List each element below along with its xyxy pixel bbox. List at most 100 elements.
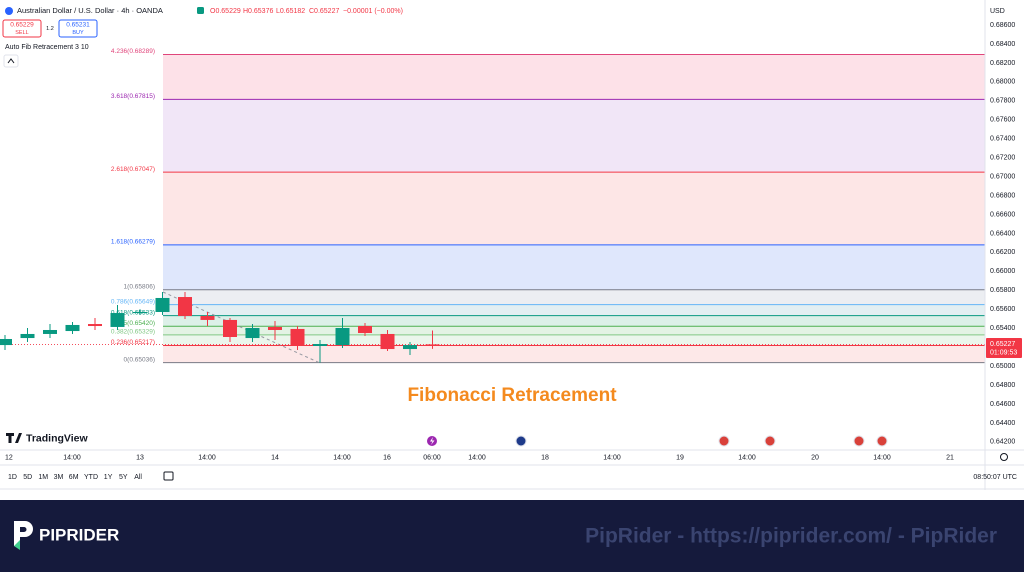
event-us[interactable] — [876, 435, 888, 447]
y-tick-label: 0.65000 — [990, 363, 1015, 370]
candle-body — [65, 324, 80, 332]
y-tick-label: 0.66400 — [990, 230, 1015, 237]
fib-label: 0.5(0.65420) — [118, 320, 155, 327]
y-tick-label: 0.67000 — [990, 173, 1015, 180]
overlay-title: Fibonacci Retracement — [407, 385, 617, 406]
fib-band — [163, 345, 985, 363]
fib-band — [163, 289, 985, 305]
y-tick-label: 0.68600 — [990, 22, 1015, 29]
x-tick-label: 16 — [383, 454, 391, 461]
candle-body — [20, 333, 35, 339]
collapse-button[interactable] — [3, 54, 19, 68]
range-button[interactable]: 6M — [69, 474, 79, 481]
y-tick-label: 0.65800 — [990, 287, 1015, 294]
candle-body — [425, 344, 440, 346]
y-tick-label: 0.66600 — [990, 211, 1015, 218]
brand-logo-accent — [14, 540, 20, 550]
spread: 1.2 — [46, 26, 54, 32]
fib-label: 4.236(0.68289) — [111, 48, 155, 55]
x-tick-label: 14:00 — [738, 454, 756, 461]
x-tick-label: 14:00 — [333, 454, 351, 461]
ohlc-value: L0.65182 — [276, 8, 305, 15]
candle-body — [380, 333, 395, 350]
range-button[interactable]: 3M — [54, 474, 64, 481]
x-tick-label: 14:00 — [603, 454, 621, 461]
range-button[interactable]: 1D — [8, 474, 17, 481]
x-tick-label: 19 — [676, 454, 684, 461]
currency: USD — [990, 8, 1005, 15]
buy-button[interactable] — [58, 19, 98, 38]
fib-label: 1(0.65806) — [124, 283, 155, 290]
y-tick-label: 0.64400 — [990, 420, 1015, 427]
fib-band — [163, 54, 985, 100]
clock: 08:50:07 UTC — [973, 474, 1017, 481]
brand-name: PIPRIDER — [39, 525, 119, 544]
buy-label: BUY — [72, 30, 84, 36]
range-button[interactable]: YTD — [84, 474, 98, 481]
indicator-name: Auto Fib Retracement 3 10 — [5, 44, 89, 51]
fib-label: 0(0.65036) — [124, 356, 155, 363]
settings-icon[interactable] — [1000, 453, 1008, 461]
event-us[interactable] — [853, 435, 865, 447]
candle-body — [268, 326, 282, 330]
x-tick-label: 12 — [5, 454, 13, 461]
price-timer: 01:09:53 — [990, 349, 1017, 356]
ohlc-value: −0.00001 (−0.00%) — [343, 8, 403, 15]
fib-label: 3.618(0.67815) — [111, 93, 155, 100]
fib-label: 0.236(0.65217) — [111, 339, 155, 346]
candle-body — [0, 338, 12, 346]
y-tick-label: 0.66000 — [990, 268, 1015, 275]
footer-text: PipRider - https://piprider.com/ - PipRi… — [585, 525, 997, 548]
y-tick-label: 0.67400 — [990, 136, 1015, 143]
candle-body — [290, 328, 305, 347]
x-tick-label: 14 — [271, 454, 279, 461]
x-tick-label: 21 — [946, 454, 954, 461]
y-tick-label: 0.67600 — [990, 117, 1015, 124]
fib-retracement: 4.236(0.68289) 3.618(0.67815) 2.618(0.6704… — [111, 48, 985, 363]
event-au[interactable] — [515, 435, 527, 447]
date-range-icon[interactable] — [163, 471, 174, 481]
event-us[interactable] — [764, 435, 776, 447]
y-tick-label: 0.68000 — [990, 79, 1015, 86]
range-button[interactable]: All — [134, 474, 142, 481]
fib-band — [163, 99, 985, 173]
candle-body — [178, 297, 192, 316]
range-button[interactable]: 1Y — [104, 474, 113, 481]
price-label-box — [986, 338, 1022, 358]
candle-body — [110, 313, 125, 327]
sell-label: SELL — [15, 30, 28, 36]
market-status — [197, 7, 204, 14]
fib-band — [163, 244, 985, 290]
time-axis: 12 14:00 13 14:00 14 14:00 16 06:00 14:00 18 14:00… — [5, 454, 954, 461]
candle-body — [358, 326, 372, 334]
candles — [0, 291, 985, 363]
toolbar: 1D 5D 1M 3M 6M YTD 1Y 5Y All — [8, 474, 142, 481]
price-axis: 0.68600 0.68400 0.68200 0.68000 0.67800 0.676… — [990, 22, 1015, 446]
event-us[interactable] — [718, 435, 730, 447]
fib-label: 0.382(0.65329) — [111, 329, 155, 336]
range-button[interactable]: 5Y — [119, 474, 128, 481]
y-tick-label: 0.68200 — [990, 60, 1015, 67]
range-button[interactable]: 5D — [23, 474, 32, 481]
x-tick-label: 20 — [811, 454, 819, 461]
candle-body — [403, 345, 417, 350]
y-tick-label: 0.65400 — [990, 325, 1015, 332]
fib-band — [163, 334, 985, 346]
x-tick-label: 14:00 — [198, 454, 216, 461]
collapse-icon — [7, 58, 15, 64]
x-tick-label: 14:00 — [468, 454, 486, 461]
candle-body — [43, 329, 57, 334]
candle-body — [313, 344, 327, 347]
fib-label: 2.618(0.67047) — [111, 166, 155, 173]
buy-price: 0.65231 — [66, 22, 90, 29]
fib-trend-line — [162, 291, 321, 364]
range-button[interactable]: 1M — [38, 474, 48, 481]
tv-logo-icon — [6, 433, 22, 443]
x-tick-label: 14:00 — [63, 454, 81, 461]
candle-body — [335, 328, 350, 346]
event-icon-glyph — [430, 437, 435, 445]
sell-button[interactable] — [2, 19, 42, 38]
fib-label: 0.618(0.65533) — [111, 309, 155, 316]
candle-body — [88, 324, 102, 327]
